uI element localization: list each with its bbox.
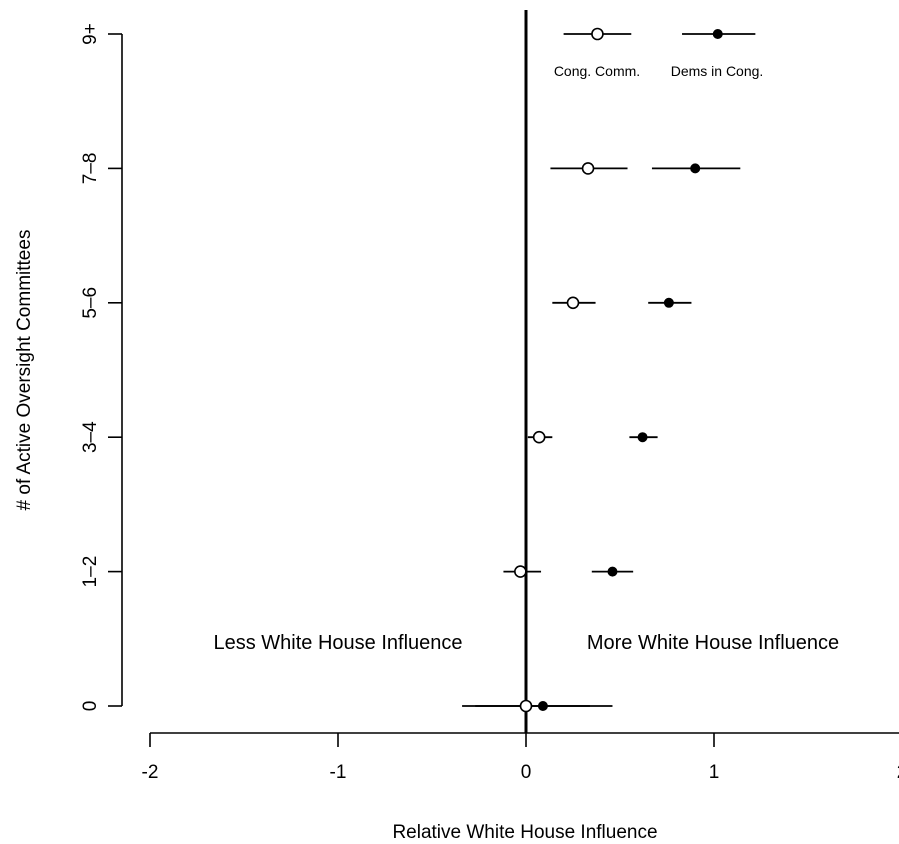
region-label-more-influence: More White House Influence [587, 632, 839, 654]
point-cong-comm [532, 430, 546, 444]
y-tick-label: 5–6 [80, 287, 101, 319]
y-tick-label: 9+ [80, 23, 101, 45]
y-tick-label: 1–2 [80, 556, 101, 588]
point-cong-comm [581, 162, 595, 175]
x-tick-label: -2 [142, 762, 159, 783]
y-tick-label: 7–8 [80, 153, 101, 185]
x-axis-title: Relative White House Influence [392, 822, 657, 843]
point-cong-comm [566, 296, 580, 310]
point-dems-in-cong [637, 432, 648, 443]
point-dems-in-cong [537, 701, 548, 711]
y-axis-title: # of Active Oversight Committees [14, 230, 35, 511]
point-cong-comm [514, 565, 527, 578]
point-cong-comm [591, 27, 604, 41]
point-dems-in-cong [607, 566, 618, 577]
region-label-less-influence: Less White House Influence [213, 632, 462, 654]
data-marks [462, 27, 756, 713]
x-tick-label: -1 [330, 762, 347, 783]
y-tick-label: 0 [80, 701, 101, 712]
series-label-dems-in-cong: Dems in Cong. [671, 63, 764, 79]
x-tick-label: 0 [521, 762, 532, 783]
point-dems-in-cong [663, 297, 674, 308]
point-dems-in-cong [690, 163, 701, 174]
x-tick-label: 2 [897, 762, 899, 783]
y-axis: 0 1–2 3–4 5–6 7–8 9+ [80, 23, 123, 712]
point-cong-comm [519, 699, 533, 713]
x-tick-label: 1 [709, 762, 720, 783]
y-tick-label: 3–4 [80, 421, 101, 453]
point-dems-in-cong [712, 29, 723, 39]
series-label-cong-comm: Cong. Comm. [554, 63, 640, 79]
x-axis: -2 -1 0 1 2 [142, 732, 899, 783]
